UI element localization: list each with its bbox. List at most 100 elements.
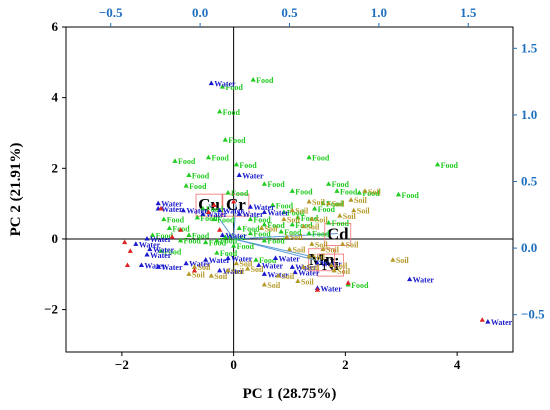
y-tick-label: −2 — [44, 302, 58, 317]
water-point-label: Water — [225, 231, 247, 240]
x-tick-label: 4 — [454, 357, 461, 372]
soil-marker — [295, 278, 301, 283]
food-point-label: Food — [312, 230, 330, 239]
soil-marker — [306, 253, 312, 259]
right-tick-label: 1.0 — [521, 107, 537, 122]
loading-box-cu — [195, 193, 223, 217]
y-tick-label: 6 — [52, 19, 59, 34]
water-marker — [144, 235, 150, 241]
top-tick-label: 1.5 — [460, 5, 477, 20]
food-marker — [205, 154, 212, 160]
food-marker — [233, 161, 240, 167]
water-marker — [485, 318, 491, 324]
water-marker — [147, 246, 153, 252]
soil-point-label: Soil — [281, 272, 295, 281]
food-point-label: Food — [253, 216, 271, 225]
food-point-label: Food — [231, 189, 249, 198]
food-point-label: Food — [211, 154, 229, 163]
red-marker — [127, 248, 133, 253]
food-point-label: Food — [200, 214, 218, 223]
water-point-label: Water — [206, 210, 228, 219]
water-marker — [289, 264, 295, 269]
soil-marker — [186, 271, 192, 276]
food-marker — [231, 243, 237, 248]
food-point-label: Food — [267, 180, 285, 189]
soil-point-label: Soil — [306, 223, 320, 232]
food-point-label: Food — [242, 224, 260, 233]
right-tick-label: 0.0 — [521, 240, 537, 255]
zero-lines — [66, 27, 513, 352]
right-tick-label: 0.5 — [521, 174, 538, 189]
food-point-label: Food — [267, 221, 285, 230]
soil-marker — [286, 246, 293, 252]
soil-point-label: Soil — [306, 263, 320, 272]
food-marker — [306, 154, 312, 160]
water-point-label: Water — [150, 235, 172, 244]
loading-line-cr — [233, 204, 237, 239]
soil-marker — [225, 267, 231, 273]
top-tick-label: −0.5 — [99, 5, 123, 20]
water-marker — [217, 267, 223, 273]
food-marker — [200, 205, 206, 211]
red-marker — [169, 234, 175, 239]
food-marker — [295, 214, 301, 220]
soil-marker — [306, 198, 312, 204]
soil-point-label: Soil — [354, 196, 368, 205]
water-marker — [133, 241, 139, 246]
food-marker — [278, 228, 284, 234]
food-marker — [250, 76, 256, 82]
food-point-label: Food — [189, 182, 207, 191]
loading-label-cr: Cr — [226, 195, 246, 214]
soil-marker — [309, 241, 315, 246]
soil-point-label: Soil — [312, 253, 326, 262]
food-marker — [217, 108, 223, 114]
food-marker — [203, 239, 209, 245]
food-marker — [166, 225, 172, 230]
y-tick-label: 4 — [52, 90, 59, 105]
water-point-label: Water — [242, 210, 264, 219]
water-point-label: Water — [262, 261, 284, 270]
food-point-label: Food — [228, 233, 246, 242]
water-marker — [314, 260, 321, 266]
food-marker — [253, 257, 259, 262]
food-marker — [225, 190, 231, 195]
food-marker — [306, 230, 312, 236]
food-marker — [261, 237, 267, 243]
soil-point-label: Soil — [332, 200, 346, 209]
water-marker — [138, 262, 145, 268]
soil-marker — [244, 265, 251, 271]
food-marker — [236, 225, 242, 230]
food-marker — [334, 188, 340, 193]
soil-marker — [275, 273, 281, 278]
food-point-label: Food — [312, 154, 330, 163]
food-point-label: Food — [340, 187, 358, 196]
loading-vectors: CuCrCdMnNi — [195, 193, 352, 277]
food-marker — [320, 200, 326, 206]
red-marker — [211, 202, 217, 207]
water-marker — [261, 271, 267, 276]
water-point-label: Water — [161, 200, 183, 209]
soil-marker — [284, 234, 290, 239]
food-point-label: Food — [318, 205, 336, 214]
red-marker — [314, 287, 321, 292]
water-point-label: Water — [153, 246, 175, 255]
red-marker — [158, 205, 164, 211]
water-marker — [183, 260, 189, 266]
water-point-label: Water — [161, 205, 183, 214]
soil-point-label: Soil — [214, 272, 228, 281]
red-marker — [124, 262, 131, 268]
soil-marker — [309, 216, 315, 222]
food-point-label: Food — [228, 136, 246, 145]
food-marker — [281, 209, 287, 215]
loading-box-mn — [308, 248, 336, 272]
soil-point-label: Soil — [231, 267, 245, 276]
water-marker — [272, 255, 279, 260]
water-marker — [155, 264, 161, 269]
water-point-label: Water — [139, 240, 161, 249]
soil-point-label: Soil — [337, 267, 351, 276]
soil-marker — [362, 188, 368, 193]
soil-point-label: Soil — [357, 207, 371, 216]
red-marker — [231, 198, 237, 204]
water-marker — [208, 80, 214, 86]
